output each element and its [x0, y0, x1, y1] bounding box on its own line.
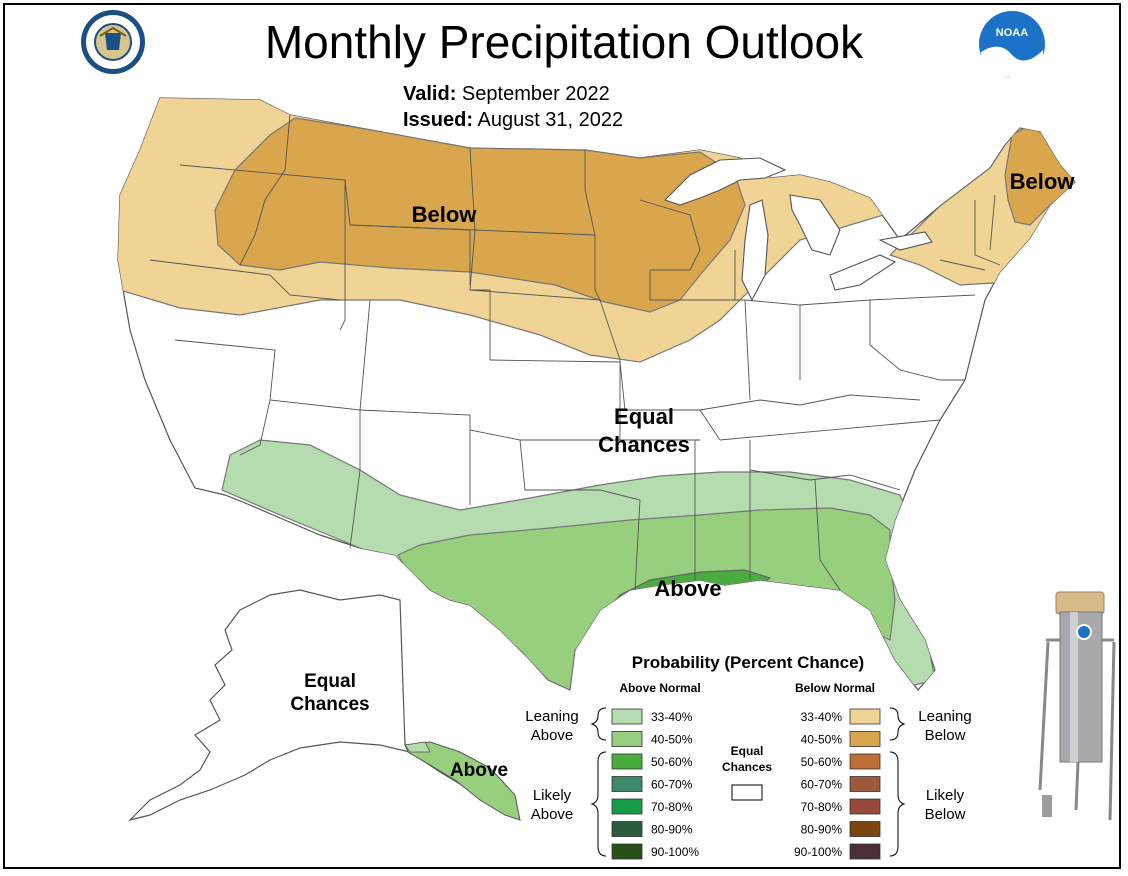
leaning-above-line1: Leaning: [525, 708, 578, 725]
conus-map: Below Below Equal Chances Above Equal Ch…: [117, 97, 1076, 822]
legend-equal-line2: Chances: [722, 760, 772, 774]
alaska-outline: [128, 589, 512, 822]
below-bin-label: 40-50%: [801, 733, 843, 747]
below-bin-swatch: [849, 798, 881, 815]
noaa-logo-icon: NOAA: [979, 11, 1045, 78]
label-equal-chances-conus-2: Chances: [598, 432, 690, 457]
leaning-above-line2: Above: [531, 727, 574, 744]
above-bin-label: 40-50%: [651, 733, 693, 747]
bracket-likely-above: [590, 751, 607, 857]
below-bin-label: 70-80%: [801, 800, 843, 814]
bracket-likely-below: [889, 751, 906, 857]
valid-label: Valid:: [403, 83, 457, 105]
leaning-below-line2: Below: [925, 727, 966, 744]
legend-above-header: Above Normal: [619, 681, 700, 695]
below-bin-swatch: [849, 731, 881, 747]
below-bin-swatch: [849, 776, 881, 792]
above-bin-swatch: [611, 776, 643, 792]
above-bin-label: 80-90%: [651, 823, 693, 837]
legend-below-header: Below Normal: [795, 681, 875, 695]
issued-row: Issued: August 31, 2022: [403, 109, 623, 132]
bracket-leaning-below: [889, 707, 906, 741]
likely-above-line1: Likely: [533, 787, 572, 804]
above-bin-label: 50-60%: [651, 755, 693, 769]
below-bin-swatch: [849, 843, 881, 860]
noaa-logo-text: NOAA: [996, 27, 1028, 39]
below-bin-swatch: [849, 753, 881, 770]
below-bin-swatch: [849, 821, 881, 837]
issued-label: Issued:: [403, 109, 474, 131]
legend-equal-swatch: [731, 784, 763, 801]
above-bin-label: 33-40%: [651, 710, 693, 724]
leaning-below-line1: Leaning: [918, 708, 971, 725]
below-bin-label: 33-40%: [801, 710, 843, 724]
likely-below-line2: Below: [925, 806, 966, 823]
likely-above-line2: Above: [531, 806, 574, 823]
legend-below-bins: 33-40% 40-50% 50-60% 60-70% 70-80% 80-90% 90-1…: [794, 708, 881, 860]
region-below-40-50-maine: [1004, 125, 1075, 226]
lake-huron: [789, 194, 841, 256]
above-bin-label: 60-70%: [651, 778, 693, 792]
issued-value: August 31, 2022: [477, 109, 624, 131]
state-boundaries: [149, 114, 1001, 591]
label-equal-chances-alaska-2: Chances: [290, 694, 369, 715]
legend-above-bins: 33-40% 40-50% 50-60% 60-70% 70-80% 80-90% 90-1…: [611, 708, 699, 860]
lake-superior: [663, 157, 787, 206]
valid-value: September 2022: [461, 83, 610, 105]
commerce-seal-icon: [81, 10, 145, 74]
above-bin-swatch: [611, 708, 643, 725]
rain-gauge-icon: [1038, 591, 1116, 821]
label-below-northeast: Below: [1010, 169, 1076, 194]
above-bin-swatch: [611, 731, 643, 747]
below-bin-label: 60-70%: [801, 778, 843, 792]
above-bin-swatch: [611, 798, 643, 815]
below-bin-label: 80-90%: [801, 823, 843, 837]
alaska-above-light: [404, 741, 431, 753]
lake-erie: [829, 254, 897, 291]
label-below-northwest: Below: [412, 202, 478, 227]
region-below-40-50-north: [214, 117, 746, 313]
below-bin-label: 50-60%: [801, 755, 843, 769]
lake-michigan: [741, 199, 769, 302]
above-bin-swatch: [611, 753, 643, 770]
above-bin-swatch: [611, 843, 643, 860]
above-bin-label: 90-100%: [651, 845, 699, 859]
label-equal-chances-conus-1: Equal: [614, 404, 674, 429]
above-bin-label: 70-80%: [651, 800, 693, 814]
legend-title: Probability (Percent Chance): [632, 653, 864, 672]
above-bin-swatch: [611, 821, 643, 837]
page-title: Monthly Precipitation Outlook: [264, 16, 864, 68]
alaska-map: [128, 589, 521, 822]
likely-below-line1: Likely: [926, 787, 965, 804]
label-above-gulf: Above: [654, 576, 721, 601]
bracket-leaning-above: [590, 707, 607, 741]
probability-legend: Probability (Percent Chance) Above Norma…: [525, 653, 972, 860]
below-bin-swatch: [849, 708, 881, 725]
lake-ontario: [878, 231, 933, 251]
great-lakes: [663, 157, 933, 302]
label-equal-chances-alaska-1: Equal: [304, 671, 356, 692]
valid-row: Valid: September 2022: [403, 83, 610, 106]
alaska-above-region: [404, 741, 521, 821]
legend-equal-line1: Equal: [731, 744, 764, 758]
below-bin-label: 90-100%: [794, 845, 842, 859]
label-above-alaska: Above: [450, 760, 508, 781]
